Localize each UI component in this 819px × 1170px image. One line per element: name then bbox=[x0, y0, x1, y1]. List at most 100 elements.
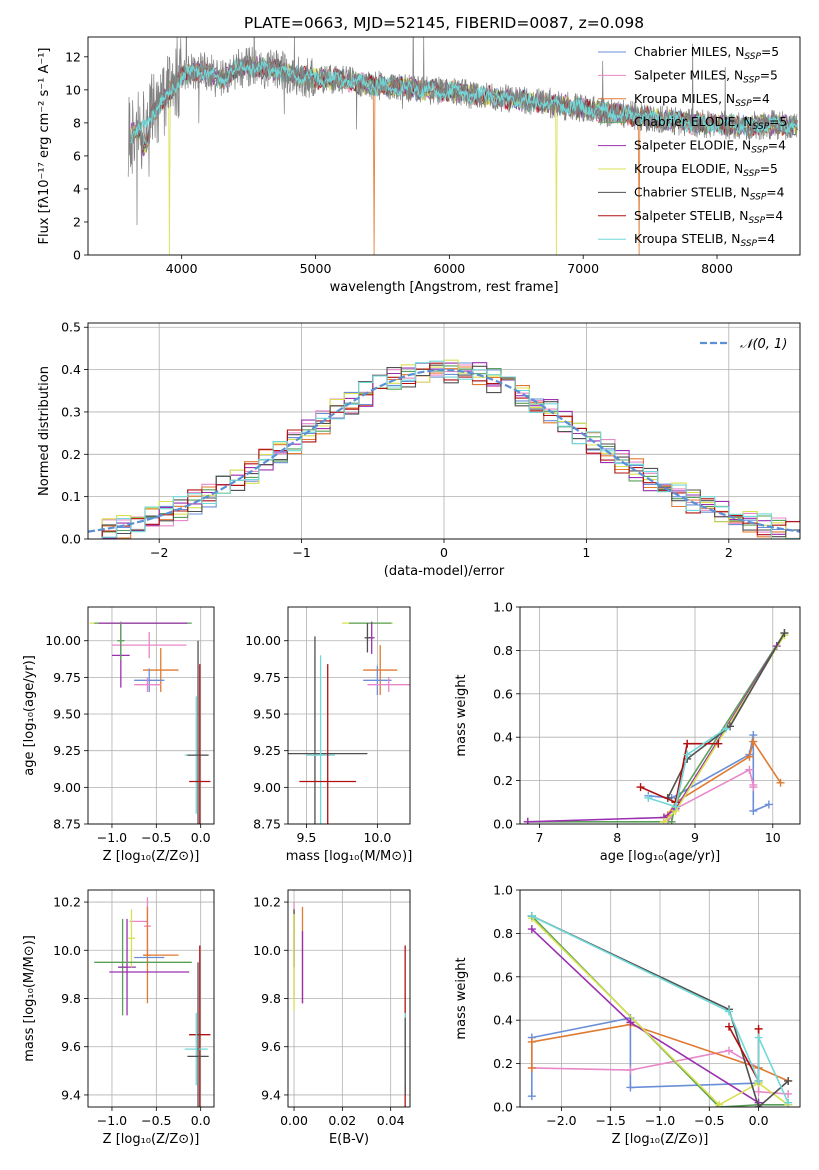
y-tick-label: 8.75 bbox=[53, 817, 81, 832]
spectrum-legend: Chabrier MILES, NSSP=5 Salpeter MILES, NS… bbox=[598, 45, 787, 249]
mass-weight-marker bbox=[749, 806, 758, 815]
legend-label: Chabrier STELIB, NSSP=4 bbox=[634, 185, 785, 202]
x-tick-label: 9.5 bbox=[296, 830, 316, 845]
mass-weight-line bbox=[531, 915, 789, 1107]
x-tick-label: 5000 bbox=[300, 261, 332, 276]
spectrum-plot-area bbox=[127, 37, 798, 255]
mass-weight-line bbox=[531, 928, 760, 1104]
y-tick-label: 1.0 bbox=[493, 600, 513, 615]
mass-weight-marker bbox=[776, 778, 785, 787]
mass-weight-marker bbox=[754, 1076, 763, 1085]
y-axis-label: mass weight bbox=[454, 674, 469, 756]
mass-weight-marker bbox=[527, 1092, 536, 1101]
age_vs_mass-frame bbox=[287, 606, 411, 825]
errorbar-point bbox=[363, 665, 392, 695]
legend-label: Salpeter MILES, NSSP=5 bbox=[634, 68, 778, 85]
y-axis-label: age [log₁₀(age/yr)] bbox=[22, 655, 37, 776]
age_vs_Z-plot-area bbox=[89, 621, 211, 824]
y-tick-label: 9.50 bbox=[53, 707, 81, 722]
x-tick-label: 10.0 bbox=[363, 830, 391, 845]
weight_vs_age-plot-area bbox=[523, 629, 789, 824]
x-tick-label: −2 bbox=[150, 545, 168, 560]
mass-weight-marker bbox=[754, 1103, 763, 1107]
x-tick-label: 0.0 bbox=[191, 830, 211, 845]
mass-weight-marker bbox=[722, 724, 731, 733]
x-axis-label: (data-model)/error bbox=[384, 564, 505, 579]
x-tick-label: 8000 bbox=[701, 261, 733, 276]
legend-label: Kroupa STELIB, NSSP=4 bbox=[634, 232, 775, 249]
errorbar-point bbox=[306, 655, 335, 824]
y-tick-label: 9.25 bbox=[53, 743, 81, 758]
mass-weight-marker bbox=[671, 802, 680, 811]
mass-weight-marker bbox=[754, 1024, 763, 1033]
y-tick-label: 9.50 bbox=[253, 707, 281, 722]
weight_vs_Z-frame bbox=[519, 889, 801, 1108]
x-tick-label: 0.0 bbox=[749, 1113, 769, 1128]
x-tick-label: −0.5 bbox=[694, 1113, 724, 1128]
y-tick-label: 1.0 bbox=[493, 883, 513, 898]
observed-spectrum-line bbox=[127, 37, 798, 226]
x-tick-label: 0.00 bbox=[280, 1113, 308, 1128]
age_vs_mass-chart: 9.5 10.0 8.75 9.00 9.25 9.50 9.75 10.00 mass [lo… bbox=[245, 606, 412, 864]
y-tick-label: 10.00 bbox=[45, 633, 81, 648]
x-tick-label: 9 bbox=[691, 830, 699, 845]
y-tick-label: 0.4 bbox=[493, 730, 513, 745]
x-tick-label: 6000 bbox=[433, 261, 465, 276]
mass-weight-marker bbox=[683, 739, 692, 748]
mass-weight-marker bbox=[527, 925, 536, 934]
x-tick-label: −2.0 bbox=[546, 1113, 576, 1128]
y-tick-label: 10 bbox=[65, 82, 81, 97]
mass-weight-marker bbox=[725, 1046, 734, 1055]
legend-label: Chabrier ELODIE, NSSP=5 bbox=[634, 115, 787, 132]
y-tick-label: 0.3 bbox=[61, 404, 81, 419]
y-tick-label: 9.4 bbox=[61, 1087, 81, 1102]
x-tick-label: 0 bbox=[440, 545, 448, 560]
mass_vs_Z-frame bbox=[87, 889, 215, 1108]
errorbar-point bbox=[288, 636, 368, 824]
y-tick-label: 9.6 bbox=[61, 1039, 81, 1054]
y-tick-label: 0.8 bbox=[493, 926, 513, 941]
mass-weight-marker bbox=[626, 1066, 635, 1075]
y-tick-label: 12 bbox=[65, 49, 81, 64]
y-tick-label: 10.2 bbox=[53, 895, 81, 910]
y-tick-label: 8.75 bbox=[253, 817, 281, 832]
y-tick-label: 0.4 bbox=[61, 362, 81, 377]
x-tick-label: −1.0 bbox=[645, 1113, 675, 1128]
y-tick-label: 2 bbox=[73, 214, 81, 229]
x-tick-label: 10 bbox=[765, 830, 781, 845]
errorbar-point bbox=[111, 631, 187, 659]
x-tick-label: −0.5 bbox=[141, 830, 171, 845]
x-tick-label: 0.04 bbox=[377, 1113, 405, 1128]
mass-weight-marker bbox=[745, 765, 754, 774]
errorbar-point bbox=[189, 945, 211, 1107]
y-tick-label: 9.75 bbox=[53, 670, 81, 685]
y-tick-label: 0.1 bbox=[61, 489, 81, 504]
errorbar-point bbox=[117, 621, 125, 660]
errorbar-point bbox=[189, 664, 211, 824]
errorbar-point bbox=[184, 1012, 208, 1086]
x-tick-label: −0.5 bbox=[141, 1113, 171, 1128]
mass-weight-marker bbox=[527, 1063, 536, 1072]
y-tick-label: 0.0 bbox=[493, 1100, 513, 1115]
y-tick-label: 0.0 bbox=[61, 532, 81, 547]
x-tick-label: 8 bbox=[613, 830, 621, 845]
legend-label: Salpeter STELIB, NSSP=4 bbox=[634, 209, 783, 226]
y-axis-label: mass weight bbox=[454, 957, 469, 1039]
mass-weight-marker bbox=[715, 1100, 724, 1107]
y-tick-label: 0.4 bbox=[493, 1013, 513, 1028]
mass_vs_ebv-plot-area bbox=[293, 902, 406, 1107]
mass-weight-marker bbox=[644, 793, 653, 802]
x-tick-label: 4000 bbox=[166, 261, 198, 276]
mass-weight-marker bbox=[754, 1087, 763, 1096]
legend-label: Salpeter ELODIE, NSSP=4 bbox=[634, 139, 786, 156]
spectrum-chart: 4000 5000 6000 7000 8000 0 2 4 6 8 10 12 wavelength … bbox=[37, 14, 801, 295]
mass-weight-marker bbox=[659, 817, 668, 824]
residuals-frame bbox=[87, 322, 801, 540]
x-tick-label: −1.0 bbox=[97, 830, 127, 845]
mass_vs_ebv-frame bbox=[287, 889, 411, 1108]
y-tick-label: 10.2 bbox=[253, 895, 281, 910]
mass-weight-marker bbox=[780, 629, 789, 638]
y-axis-label: mass [log₁₀(M/M⊙)] bbox=[22, 935, 37, 1062]
mass-weight-marker bbox=[636, 783, 645, 792]
